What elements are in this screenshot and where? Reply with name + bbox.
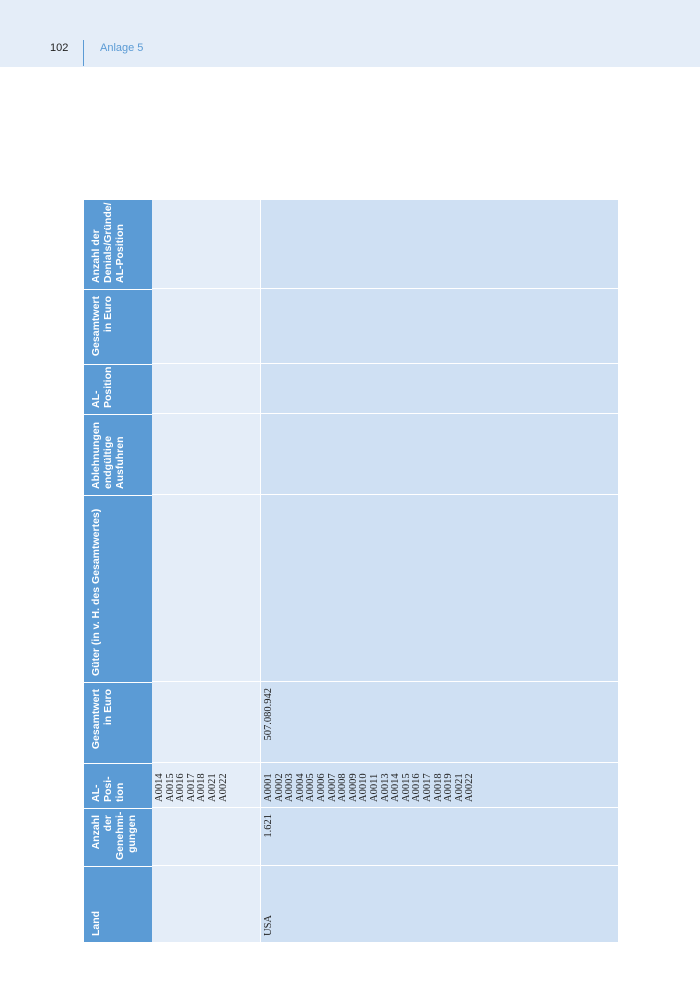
col-header-ablehnungen: Ablehnungen endgültige Ausfuhren (84, 414, 152, 495)
country-cell: USA (263, 914, 274, 936)
col-header-al-position: AL- Posi-tion (84, 763, 152, 808)
prev-positions-list: A0014 A0015 A0016 A0017 A0018 A0021 A002… (154, 773, 229, 802)
col-divider (152, 288, 618, 289)
usa-positions-list: A0001 A0002 A0003 A0004 A0005 A0006 A000… (263, 773, 476, 802)
col-divider (152, 865, 618, 866)
col-header-gesamtwert: Gesamtwert in Euro (84, 682, 152, 763)
col-header-land: Land (84, 866, 152, 942)
col-divider (152, 681, 618, 682)
section-title: Anlage 5 (100, 42, 144, 54)
usa-band (260, 200, 618, 942)
continuation-band (152, 200, 260, 942)
rotated-table: Land Anzahl der Genehmi-gungen AL- Posi-tio… (84, 200, 619, 942)
col-divider (152, 494, 618, 495)
table-header-row: Land Anzahl der Genehmi-gungen AL- Posi-tio… (84, 200, 152, 942)
col-header-gueter: Güter (in v. H. des Gesamtwertes) (84, 495, 152, 682)
col-divider (152, 762, 618, 763)
col-header-gesamtwert-2: Gesamtwert in Euro (84, 289, 152, 364)
page-header: 102 Anlage 5 (0, 0, 700, 67)
col-divider (152, 807, 618, 808)
col-header-denials: Anzahl der Denials/Gründe/AL-Position (90, 202, 126, 283)
anzahl-cell: 1.621 (263, 814, 274, 838)
gesamtwert-cell: 507.080.942 (263, 688, 274, 741)
page-number: 102 (50, 42, 69, 54)
col-header-al-position-2: AL- Position (84, 364, 152, 414)
header-divider (83, 40, 84, 66)
col-header-anzahl: Anzahl der Genehmi-gungen (84, 808, 152, 866)
row-divider (260, 200, 261, 942)
col-divider (152, 413, 618, 414)
col-divider (152, 363, 618, 364)
